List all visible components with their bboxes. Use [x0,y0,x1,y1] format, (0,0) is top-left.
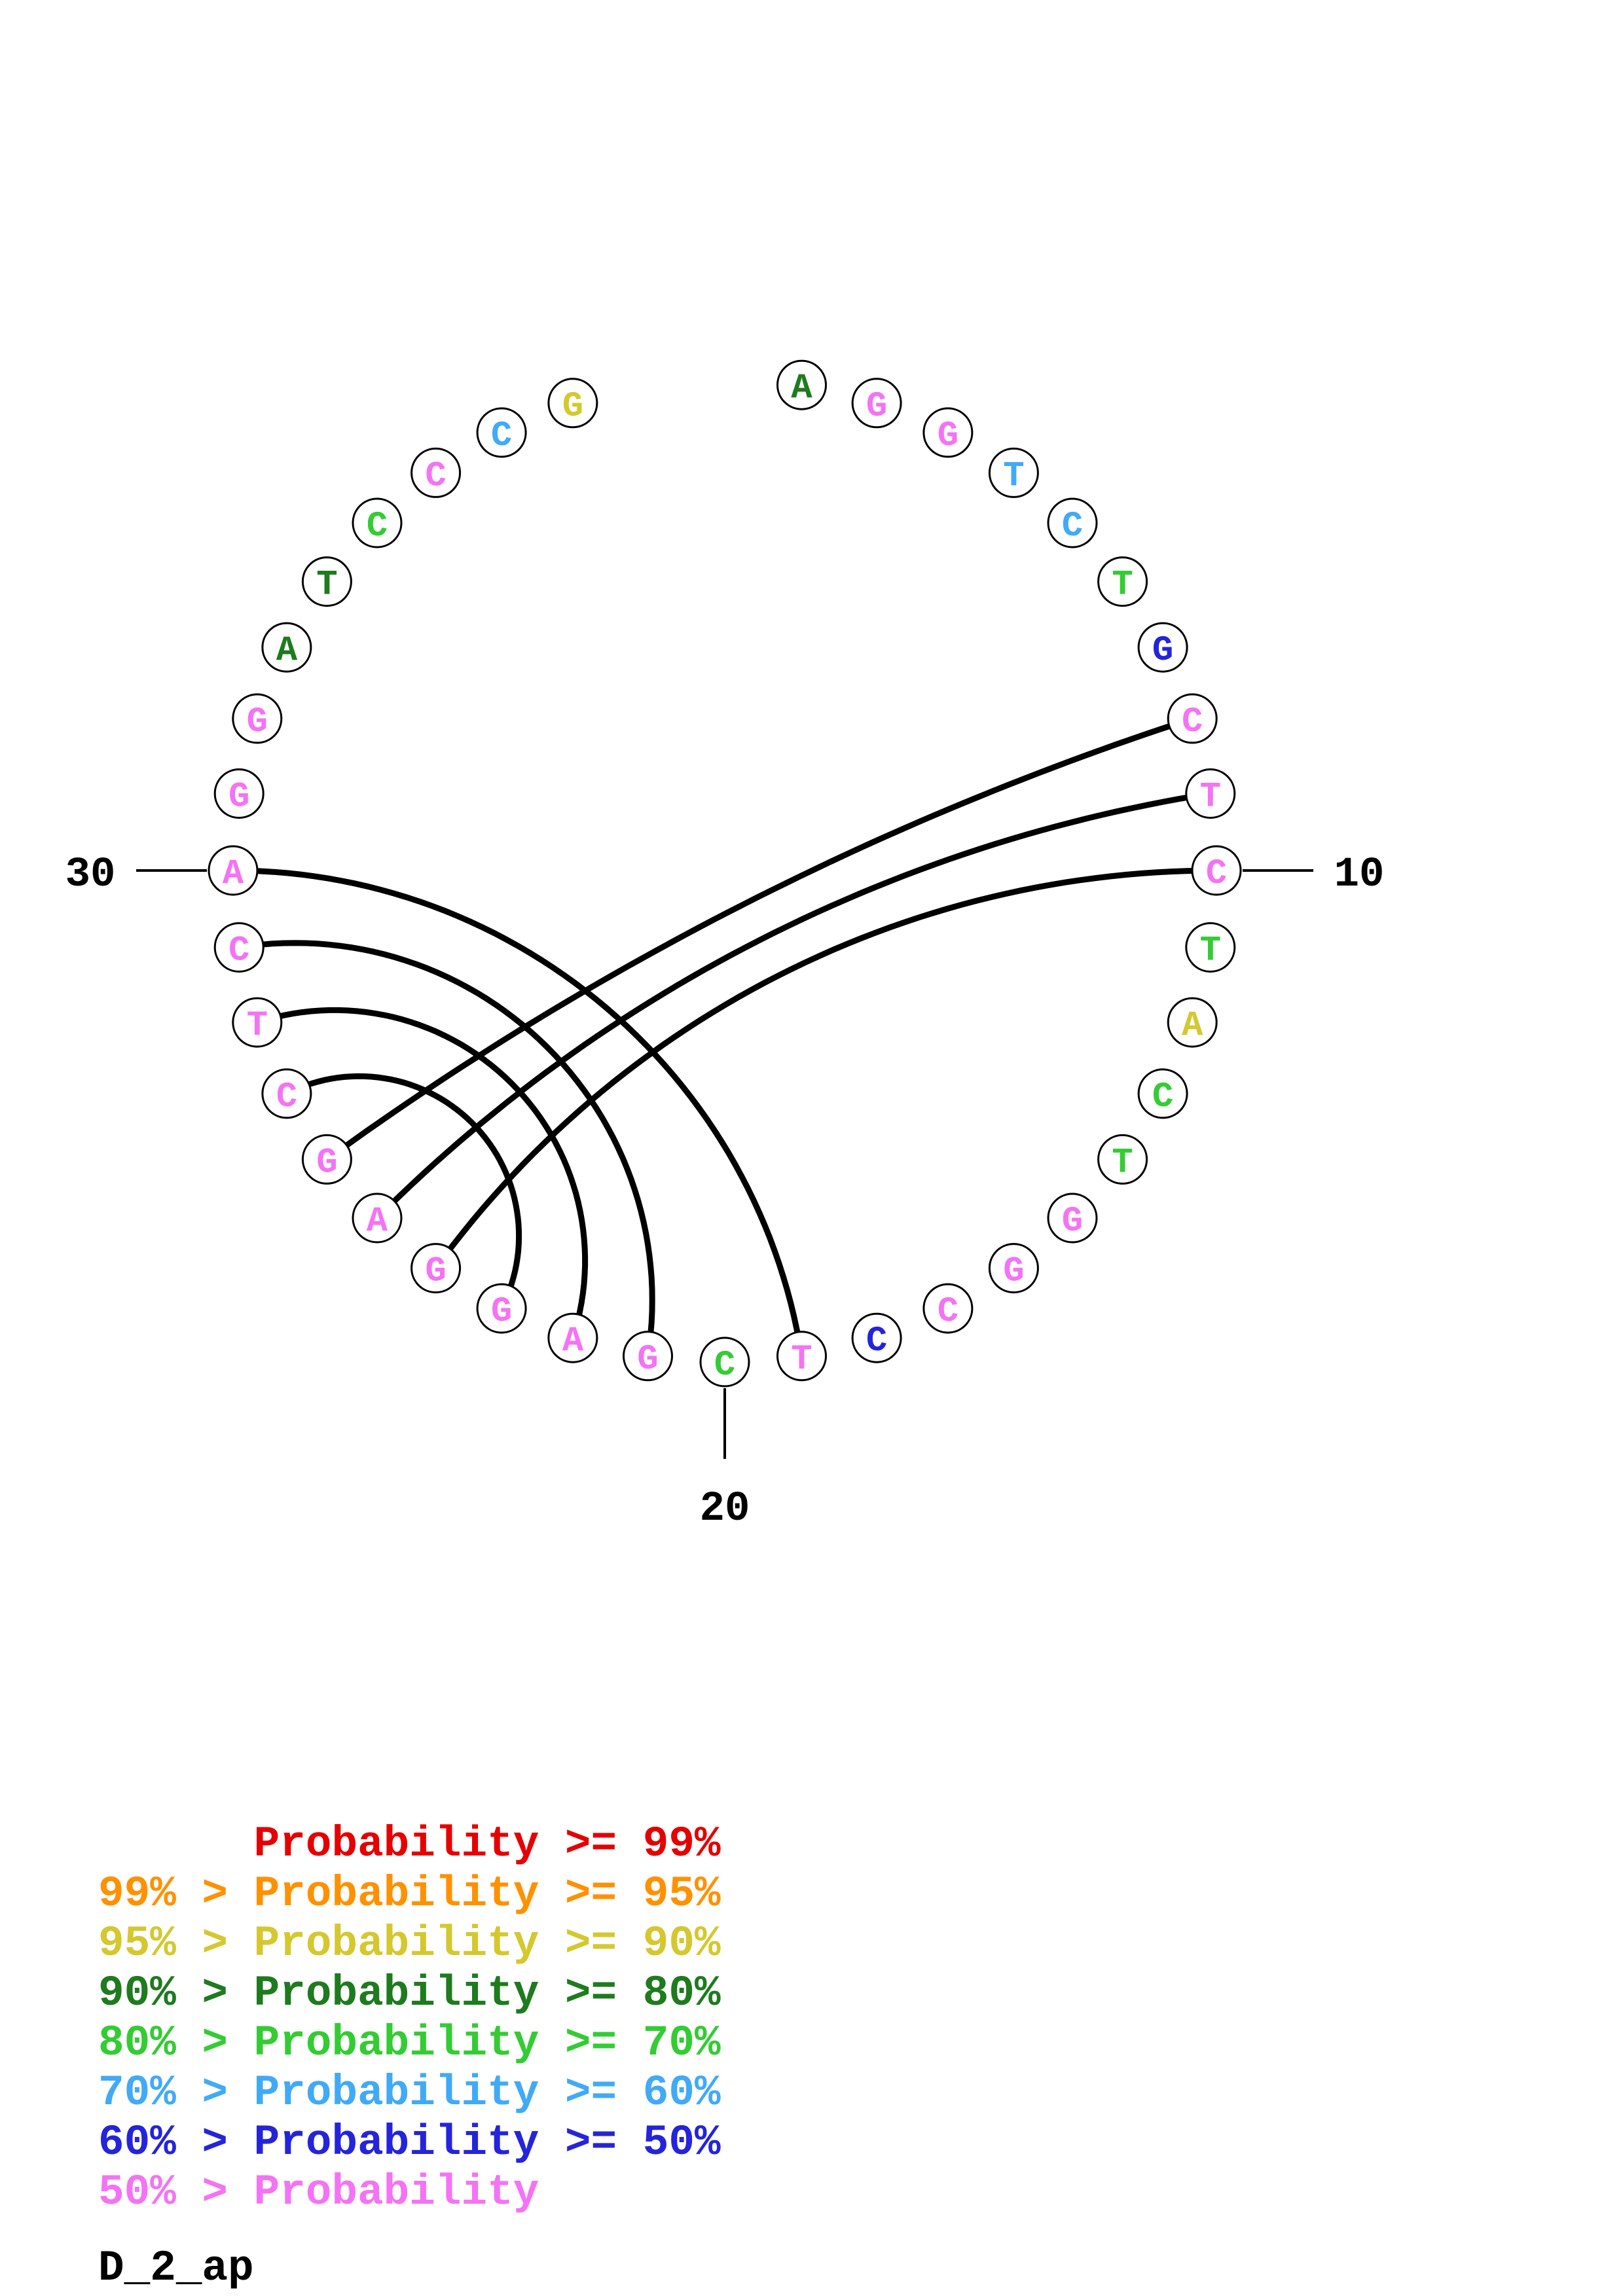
nucleotide-circle [208,845,259,896]
nucleotide-circle [301,556,352,607]
base-pair-arc [236,940,655,1359]
nucleotide-base: A [223,854,244,894]
position-label: 10 [1334,852,1385,899]
nucleotide-circle [922,1283,974,1334]
base-pair-arc [433,867,1220,1272]
nucleotide-base: A [1182,1006,1203,1046]
nucleotide-base: T [791,1340,812,1380]
nucleotide-circle [301,1134,352,1185]
nucleotide-circle [352,1193,403,1244]
nucleotide-base: A [367,1202,388,1242]
nucleotide-circle [1047,497,1098,548]
nucleotide-base: C [1062,507,1083,547]
nucleotide-circle [1137,622,1188,673]
nucleotide-circle [776,359,827,410]
nucleotide-circle [1167,693,1218,744]
nucleotide-circle [988,1243,1039,1294]
legend-line: 60% > Probability >= 50% [98,2118,721,2167]
nucleotide-circle [1137,1068,1188,1119]
legend-line: 90% > Probability >= 80% [98,1969,721,2018]
nucleotide-base: G [1062,1202,1083,1242]
nucleotide-circle [623,1331,673,1382]
nucleotide-circle [547,1312,598,1363]
nucleotide-circle [232,693,283,744]
nucleotide-base: G [637,1340,658,1380]
nucleotide-base: C [228,931,249,971]
nucleotide-circle [851,378,902,429]
nucleotide-base: C [866,1321,887,1361]
nucleotide-circle [988,447,1039,498]
position-label: 20 [700,1486,750,1533]
nucleotide-circle [410,447,462,498]
base-pair-arc [374,791,1214,1221]
base-pair-arc [283,1073,522,1312]
nucleotide-circle [410,1243,462,1294]
legend-line: 95% > Probability >= 90% [98,1919,721,1968]
nucleotide-base: G [1152,631,1173,671]
base-pair-arc [230,867,805,1359]
structure-name: D_2_ap [98,2244,254,2293]
nucleotide-base: A [791,368,812,408]
nucleotide-circle [1047,1193,1098,1244]
nucleotide-base: C [491,416,512,456]
nucleotide-circle [476,407,527,458]
base-pair-arc [323,715,1195,1162]
nucleotide-circle [261,622,312,673]
nucleotide-circle [1191,845,1242,896]
nucleotide-circle [1167,997,1218,1048]
nucleotide-base: G [247,702,268,742]
nucleotide-base: T [1112,1143,1133,1183]
nucleotide-circle [1185,922,1236,973]
legend-line: 70% > Probability >= 60% [98,2068,721,2117]
nucleotide-base: C [1152,1077,1173,1117]
nucleotide-base: T [1003,456,1024,496]
nucleotide-base: C [367,507,388,547]
nucleotide-circle [213,768,264,819]
nucleotide-circle [699,1336,750,1388]
nucleotide-base: C [1182,702,1203,742]
nucleotide-base: G [491,1292,512,1332]
nucleotide-base: T [316,565,337,605]
position-label: 30 [65,852,116,899]
nucleotide-circle [1185,768,1236,819]
nucleotide-base: A [276,631,298,671]
nucleotide-circle [922,407,974,458]
legend-line: 80% > Probability >= 70% [98,2018,721,2068]
nucleotide-base: G [228,778,249,817]
nucleotide-base: A [562,1321,584,1361]
nucleotide-base: G [866,387,887,427]
nucleotide-base: T [247,1006,268,1046]
nucleotide-base: G [938,416,958,456]
legend-line: Probability >= 99% [98,1820,721,1869]
legend-line: 50% > Probability [98,2168,539,2217]
legend: Probability >= 99% 99% > Probability >= 9… [98,1820,721,2217]
nucleotide-base: T [1200,931,1221,971]
base-pair-arc [254,1007,589,1341]
nucleotide-base: C [425,456,446,496]
nucleotide-circle [476,1283,527,1334]
nucleotide-circle [1097,1134,1148,1185]
nucleotide-circle [776,1331,827,1382]
nucleotide-circle [1097,556,1148,607]
nucleotide-circle [261,1068,312,1119]
nucleotide-base: G [316,1143,337,1183]
nucleotide-base: C [938,1292,958,1332]
nucleotide-base: G [562,387,583,427]
nucleotide-circle [851,1312,902,1363]
nucleotide-base: T [1112,565,1133,605]
nucleotide-base: C [276,1077,297,1117]
nucleotide-circle [547,378,598,429]
nucleotide-base: G [425,1252,446,1292]
nucleotide-base: C [1206,854,1227,894]
nucleotide-base: C [714,1346,735,1386]
nucleotide-circle [352,497,403,548]
legend-line: 99% > Probability >= 95% [98,1869,721,1918]
nucleotide-base: G [1003,1252,1024,1292]
nucleotide-base: T [1200,778,1221,817]
nucleotide-circle [232,997,283,1048]
nucleotide-circle [213,922,264,973]
circle-plot: A GGTCTGCTCTACTGGCCTCGAGGAGCTCAGGATCCCG10… [65,359,1385,1533]
